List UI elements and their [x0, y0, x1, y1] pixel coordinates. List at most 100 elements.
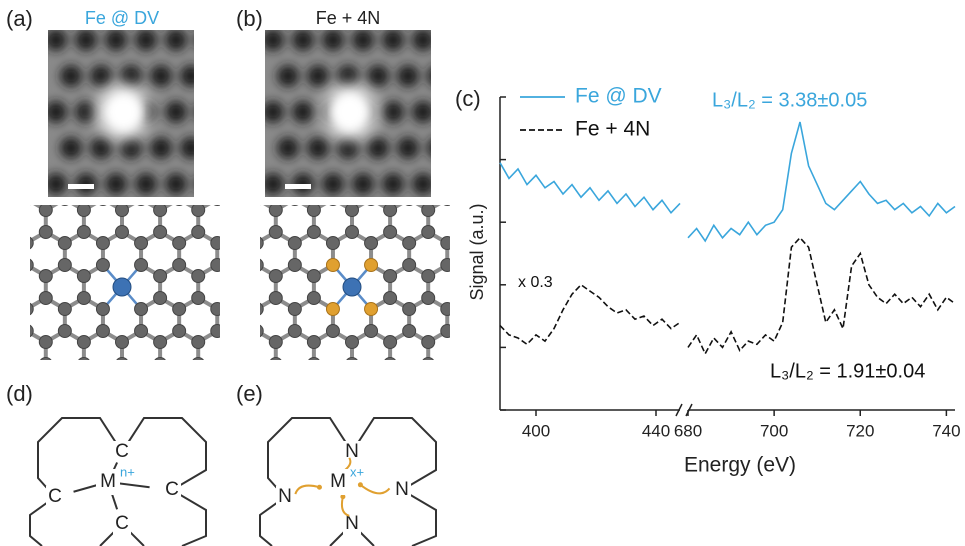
bond: [219, 199, 238, 210]
ligand-atom: N: [345, 441, 359, 462]
donation-arrow: [295, 486, 319, 495]
dark-spot: [262, 173, 284, 195]
carbon-atom: [517, 193, 530, 206]
carbon-atom: [192, 204, 205, 217]
nitrogen-atom: [365, 303, 378, 316]
carbon-atom: [173, 369, 186, 382]
carbon-atom: [306, 402, 319, 415]
bond: [485, 331, 504, 342]
carbon-atom: [211, 171, 224, 184]
bond: [46, 364, 65, 375]
carbon-atom: [441, 325, 454, 338]
y-axis-label: Signal (a.u.): [467, 203, 487, 300]
dark-spot: [352, 173, 374, 195]
dark-spot: [150, 137, 172, 159]
bond: [217, 397, 236, 408]
bond: [8, 265, 27, 276]
carbon-atom: [249, 193, 262, 206]
carbon-atom: [1, 292, 14, 305]
carbon-atom: [77, 336, 90, 349]
dark-spot: [277, 65, 299, 87]
carbon-atom: [58, 303, 71, 316]
dark-spot: [277, 137, 299, 159]
carbon-atom: [479, 171, 492, 184]
dark-spot: [397, 65, 419, 87]
x-tick-label: 740: [932, 421, 960, 440]
bond: [198, 397, 217, 408]
dark-spot: [262, 101, 284, 123]
carbon-atom: [230, 138, 243, 151]
ligand-atom: C: [115, 441, 129, 462]
bond: [428, 166, 447, 177]
carbon-atom: [58, 391, 71, 404]
carbon-atom: [384, 204, 397, 217]
carbon-atom: [403, 303, 416, 316]
dark-spot: [45, 101, 67, 123]
dark-spot: [135, 29, 157, 51]
carbon-atom: [192, 270, 205, 283]
carbon-atom: [230, 270, 243, 283]
bond: [200, 166, 219, 177]
carbon-atom: [154, 270, 167, 283]
carbon-atom: [77, 226, 90, 239]
carbon-atom: [555, 391, 568, 404]
carbon-atom: [58, 237, 71, 250]
bond: [236, 298, 255, 309]
dark-spot: [195, 101, 217, 123]
carbon-atom: [231, 270, 244, 283]
carbon-atom: [269, 292, 282, 305]
arrow-head: [358, 482, 363, 487]
carbon-atom: [96, 325, 109, 338]
carbon-atom: [517, 391, 530, 404]
bond: [504, 298, 523, 309]
carbon-atom: [441, 259, 454, 272]
carbon-atom: [212, 171, 225, 184]
carbon-atom: [174, 369, 187, 382]
bond: [313, 397, 332, 408]
carbon-atom: [346, 358, 359, 371]
bond: [371, 397, 390, 408]
bond: [236, 232, 255, 243]
carbon-atom: [173, 391, 186, 404]
stem-image: [262, 29, 449, 197]
bond: [200, 397, 219, 408]
carbon-atom: [231, 204, 244, 217]
panel-label: (b): [236, 6, 263, 31]
carbon-atom: [536, 226, 549, 239]
dark-spot: [367, 65, 389, 87]
bond: [160, 364, 179, 375]
carbon-atom: [441, 303, 454, 316]
carbon-atom: [536, 358, 549, 371]
carbon-atom: [211, 237, 224, 250]
carbon-atom: [20, 171, 33, 184]
carbon-atom: [403, 325, 416, 338]
bond: [447, 397, 466, 408]
carbon-atom: [192, 292, 205, 305]
bond: [141, 397, 160, 408]
carbon-atom: [154, 424, 167, 437]
bond: [295, 397, 314, 408]
annotation: L₃/L₂ = 1.91±0.04: [770, 360, 925, 382]
carbon-atom: [39, 270, 52, 283]
bond: [236, 265, 255, 276]
carbon-atom: [116, 336, 129, 349]
carbon-atom: [269, 336, 282, 349]
bond: [447, 265, 466, 276]
dark-spot: [90, 65, 112, 87]
carbon-atom: [288, 391, 301, 404]
carbon-atom: [307, 358, 320, 371]
carbon-atom: [384, 270, 397, 283]
bond: [122, 397, 141, 408]
carbon-atom: [20, 325, 33, 338]
bond: [504, 232, 523, 243]
carbon-atom: [307, 292, 320, 305]
carbon-atom: [287, 391, 300, 404]
bond: [198, 364, 217, 375]
dark-spot: [45, 29, 67, 51]
bond: [314, 364, 333, 375]
carbon-atom: [555, 237, 568, 250]
bond: [84, 397, 103, 408]
ligand-atom: N: [395, 479, 409, 500]
carbon-atom: [250, 369, 263, 382]
carbon-atom: [20, 303, 33, 316]
